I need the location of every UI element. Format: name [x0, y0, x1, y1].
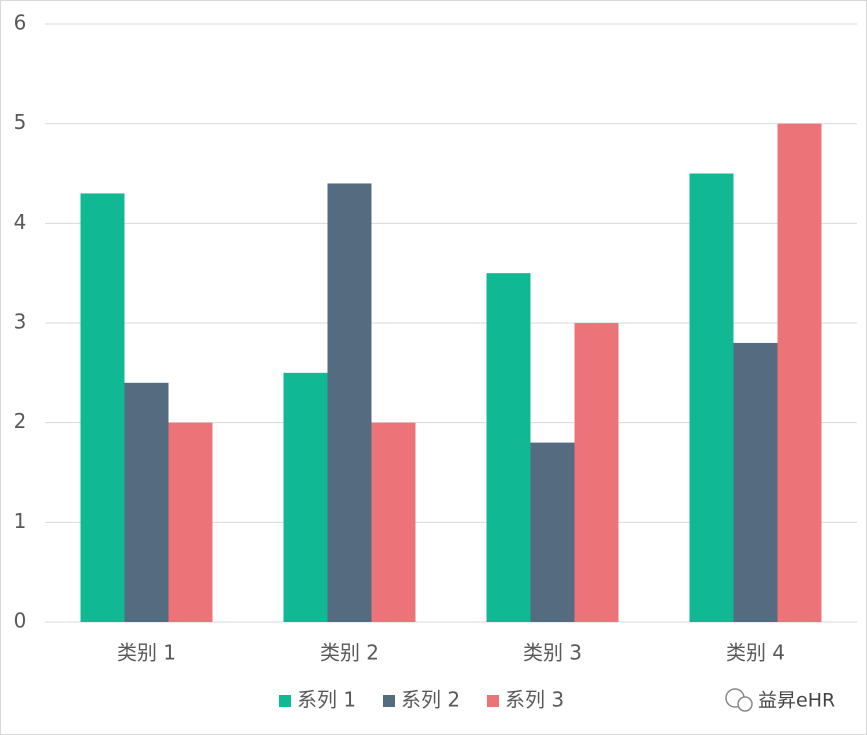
bar	[168, 422, 213, 622]
y-tick-label: 3	[14, 310, 27, 334]
watermark: 益昇eHR	[725, 688, 835, 712]
y-tick-label: 5	[14, 110, 27, 134]
x-tick-label: 类别 2	[320, 641, 379, 665]
bar	[371, 422, 416, 622]
bar	[283, 372, 328, 622]
y-tick-label: 4	[14, 210, 27, 234]
x-tick-label: 类别 3	[523, 641, 582, 665]
legend-swatch	[279, 695, 291, 707]
legend-label: 系列 1	[297, 688, 356, 712]
bar	[486, 273, 531, 622]
x-tick-label: 类别 1	[117, 641, 176, 665]
y-tick-label: 0	[14, 609, 27, 633]
bar	[530, 442, 575, 622]
y-tick-label: 6	[14, 11, 27, 35]
bar	[574, 323, 619, 622]
y-tick-label: 1	[14, 509, 27, 533]
watermark-text: 益昇eHR	[758, 690, 835, 712]
bar	[777, 123, 822, 623]
bar	[689, 173, 734, 622]
legend-label: 系列 2	[401, 688, 460, 712]
bar	[733, 342, 778, 622]
watermark-icon	[737, 696, 753, 712]
y-tick-label: 2	[14, 409, 27, 433]
bar	[327, 183, 372, 622]
legend-label: 系列 3	[505, 688, 564, 712]
bar	[124, 382, 169, 622]
legend-swatch	[487, 695, 499, 707]
bar	[80, 193, 125, 622]
legend-swatch	[383, 695, 395, 707]
x-tick-label: 类别 4	[726, 641, 785, 665]
